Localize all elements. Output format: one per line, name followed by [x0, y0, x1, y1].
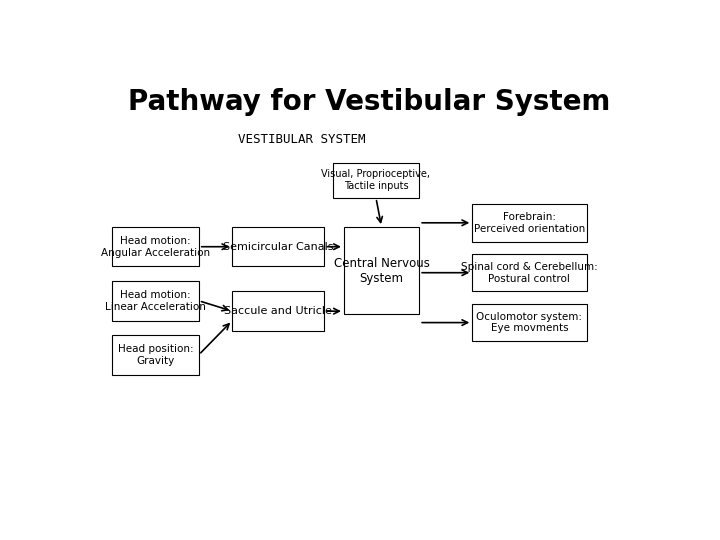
- Text: Spinal cord & Cerebellum:
Postural control: Spinal cord & Cerebellum: Postural contr…: [461, 262, 598, 284]
- FancyBboxPatch shape: [112, 227, 199, 266]
- Text: Forebrain:
Perceived orientation: Forebrain: Perceived orientation: [474, 212, 585, 234]
- FancyBboxPatch shape: [472, 304, 587, 341]
- FancyBboxPatch shape: [472, 254, 587, 292]
- Text: Head motion:
Angular Acceleration: Head motion: Angular Acceleration: [101, 236, 210, 258]
- FancyBboxPatch shape: [112, 335, 199, 375]
- Text: Visual, Proprioceptive,
Tactile inputs: Visual, Proprioceptive, Tactile inputs: [321, 170, 431, 191]
- Text: Saccule and Utricle: Saccule and Utricle: [225, 306, 332, 316]
- Text: Oculomotor system:
Eye movments: Oculomotor system: Eye movments: [477, 312, 582, 333]
- FancyBboxPatch shape: [344, 227, 419, 314]
- Text: VESTIBULAR SYSTEM: VESTIBULAR SYSTEM: [238, 133, 366, 146]
- FancyBboxPatch shape: [233, 227, 324, 266]
- FancyBboxPatch shape: [472, 204, 587, 241]
- Text: Semicircular Canals: Semicircular Canals: [223, 242, 333, 252]
- Text: Central Nervous
System: Central Nervous System: [333, 256, 430, 285]
- FancyBboxPatch shape: [112, 281, 199, 321]
- FancyBboxPatch shape: [333, 163, 419, 198]
- Text: Head motion:
Linear Acceleration: Head motion: Linear Acceleration: [105, 290, 206, 312]
- Text: Head position:
Gravity: Head position: Gravity: [118, 344, 194, 366]
- Text: Pathway for Vestibular System: Pathway for Vestibular System: [128, 88, 610, 116]
- FancyBboxPatch shape: [233, 292, 324, 331]
